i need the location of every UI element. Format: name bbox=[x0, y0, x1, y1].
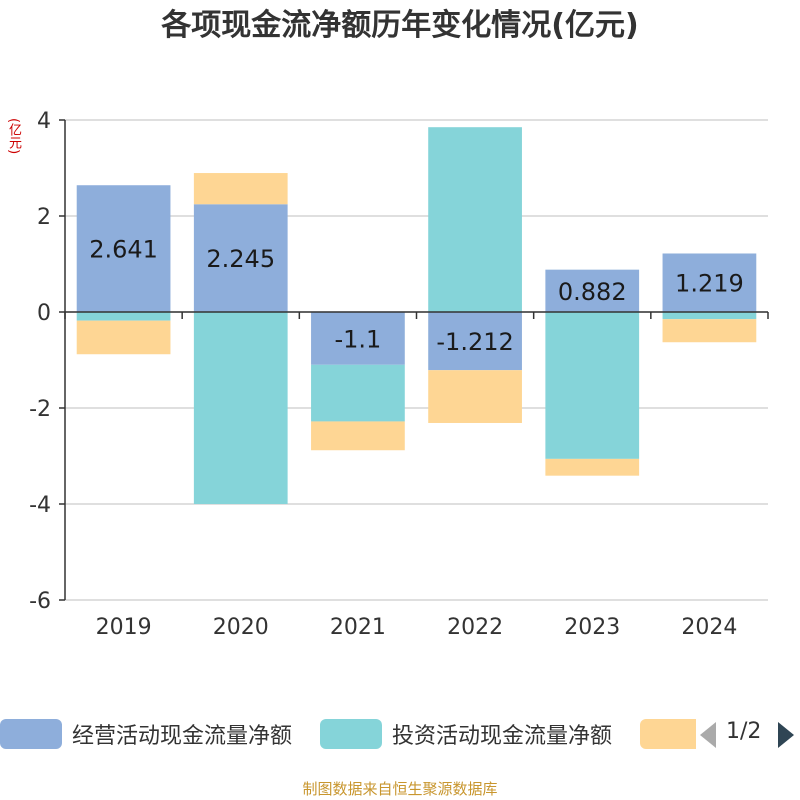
x-tick-label: 2019 bbox=[96, 615, 152, 640]
chart-title: 各项现金流净额历年变化情况(亿元) bbox=[161, 8, 639, 43]
axes: -6 -4 -2 0 2 4 2019 2020 2021 2022 2023 2024 bbox=[29, 109, 769, 640]
legend-swatch-financing bbox=[640, 719, 702, 749]
legend-swatch-operating bbox=[0, 719, 62, 749]
legend: 经营活动现金流量净额 投资活动现金流量净额 1/2 bbox=[0, 716, 800, 752]
data-label-2023: 0.882 bbox=[558, 278, 627, 306]
bar-series2-2022 bbox=[428, 370, 522, 423]
data-label-2021: -1.1 bbox=[335, 325, 382, 353]
bar-series0-2023 bbox=[545, 269, 640, 312]
y-tick-label: 4 bbox=[37, 109, 51, 134]
data-labels: 2.641 2.245 -1.1 -1.212 0.882 1.219 bbox=[89, 236, 744, 356]
y-tick-label: -4 bbox=[29, 493, 51, 518]
data-label-2020: 2.245 bbox=[206, 245, 275, 273]
legend-item-operating[interactable]: 经营活动现金流量净额 bbox=[0, 716, 292, 752]
y-tick-label: -2 bbox=[29, 397, 51, 422]
x-tick-label: 2021 bbox=[330, 615, 386, 640]
x-tick-label: 2020 bbox=[213, 615, 269, 640]
legend-swatch-investing bbox=[320, 719, 382, 749]
bar-series1-2020 bbox=[193, 312, 288, 504]
y-axis-unit-label: (亿元) bbox=[6, 118, 21, 155]
triangle-right-icon[interactable] bbox=[778, 722, 794, 748]
bar-series1-2023 bbox=[545, 312, 640, 459]
bar-chart: 2.641 2.245 -1.1 -1.212 0.882 1.219 -6 -4 -2 0 2 4… bbox=[29, 109, 769, 640]
x-tick-label: 2023 bbox=[564, 615, 620, 640]
bar-series1-2021 bbox=[311, 364, 405, 422]
source-note: 制图数据来自恒生聚源数据库 bbox=[302, 780, 498, 798]
bar-series2-2024 bbox=[662, 319, 757, 343]
legend-item-investing[interactable]: 投资活动现金流量净额 bbox=[320, 716, 612, 752]
legend-label-investing: 投资活动现金流量净额 bbox=[392, 724, 613, 749]
bar-series0-2019 bbox=[76, 185, 171, 312]
bar-series0-2021 bbox=[311, 312, 405, 365]
bar-series0-2024 bbox=[662, 253, 757, 312]
bar-series2-2019 bbox=[76, 320, 171, 355]
x-tick-label: 2022 bbox=[447, 615, 503, 640]
legend-pager: 1/2 bbox=[696, 716, 800, 752]
legend-item-financing[interactable] bbox=[640, 716, 712, 752]
bar-series1-2024 bbox=[662, 312, 757, 320]
bar-series1-2022 bbox=[428, 127, 522, 312]
bar-series2-2021 bbox=[311, 421, 405, 451]
y-tick-label: -6 bbox=[29, 589, 51, 614]
bar-series2-2020 bbox=[193, 173, 288, 205]
bar-series0-2020 bbox=[193, 204, 288, 312]
legend-page-indicator: 1/2 bbox=[726, 719, 762, 744]
bar-series1-2019 bbox=[76, 312, 171, 321]
y-tick-label: 2 bbox=[37, 205, 51, 230]
y-tick-label: 0 bbox=[37, 301, 51, 326]
x-tick-label: 2024 bbox=[681, 615, 737, 640]
legend-label-operating: 经营活动现金流量净额 bbox=[72, 724, 293, 749]
data-label-2024: 1.219 bbox=[675, 270, 744, 298]
bar-series0-2022 bbox=[428, 312, 522, 371]
bars bbox=[76, 127, 757, 504]
data-label-2022: -1.212 bbox=[436, 328, 513, 356]
bar-series2-2023 bbox=[545, 458, 640, 476]
data-label-2019: 2.641 bbox=[89, 236, 158, 264]
triangle-left-icon[interactable] bbox=[700, 722, 716, 748]
